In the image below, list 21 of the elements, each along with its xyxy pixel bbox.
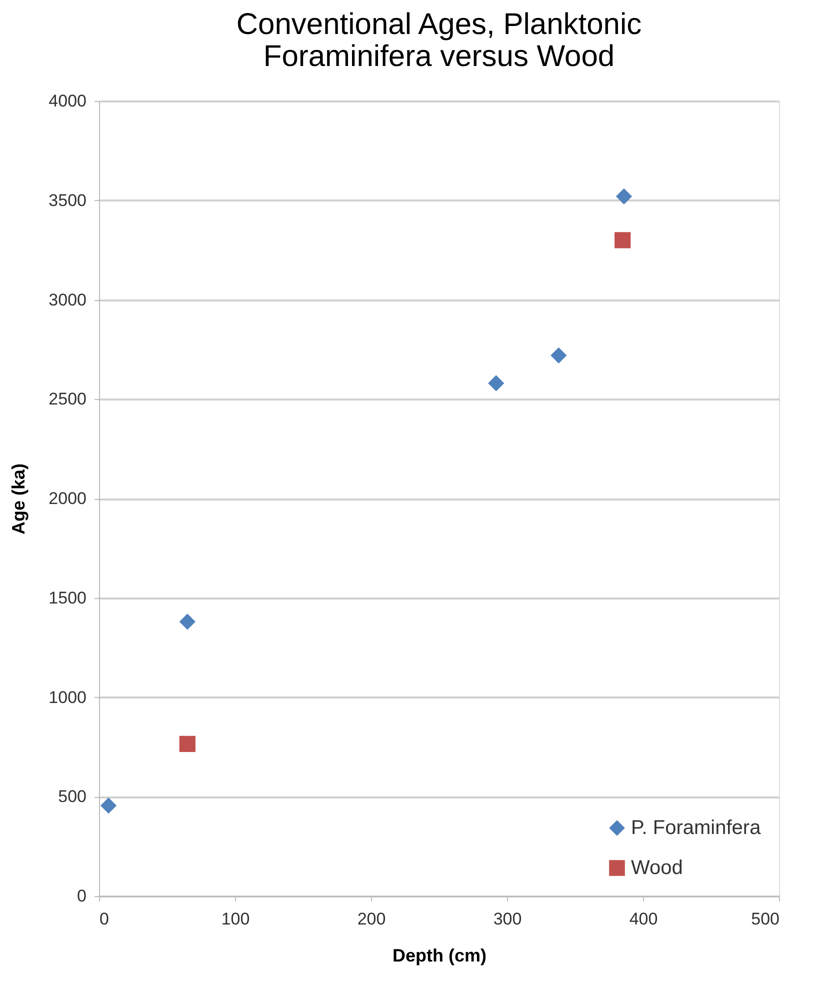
y-tick-label: 0	[77, 886, 86, 906]
x-tick-label: 100	[221, 910, 250, 928]
legend-label: Wood	[631, 857, 683, 879]
y-axis-title: Age (ka)	[8, 463, 29, 535]
x-tick-label: 0	[100, 910, 109, 928]
x-tick-label: 400	[629, 910, 658, 928]
y-tick-label: 500	[58, 787, 86, 806]
x-tick-label: 200	[357, 910, 386, 928]
text: Conventional Ages, Planktonic	[236, 8, 642, 41]
y-tick-label: 1000	[48, 688, 86, 707]
y-tick-label: 3500	[48, 190, 86, 210]
y-tick-label: 2000	[48, 489, 86, 508]
x-axis-title: Depth (cm)	[392, 946, 487, 966]
y-tick-label: 2500	[48, 390, 86, 409]
x-tick-label: 300	[493, 910, 522, 928]
y-tick-label: 3000	[48, 290, 86, 310]
x-tick-label: 500	[751, 910, 780, 928]
y-tick-label: 4000	[48, 92, 86, 110]
text: Foraminifera versus Wood	[263, 40, 615, 73]
legend-label: P. Foraminfera	[631, 817, 762, 839]
y-tick-label: 1500	[48, 588, 86, 608]
